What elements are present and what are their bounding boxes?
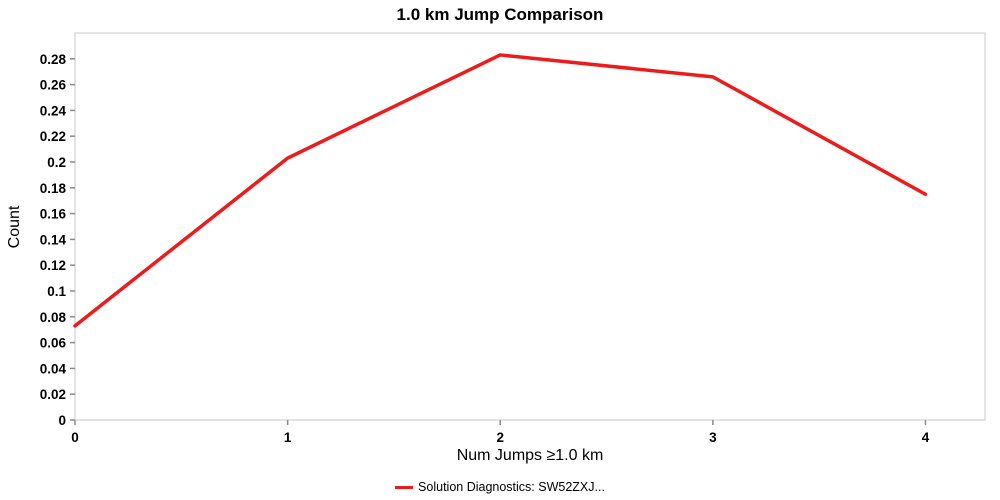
series-line xyxy=(73,53,928,328)
x-axis-label: Num Jumps ≥1.0 km xyxy=(456,447,604,464)
legend: Solution Diagnostics: SW52ZXJ... xyxy=(0,480,1000,494)
x-tick-label: 1 xyxy=(284,430,292,445)
y-tick-label: 0.06 xyxy=(40,336,67,351)
chart-title: 1.0 km Jump Comparison xyxy=(396,5,604,24)
plot-border xyxy=(74,32,986,421)
y-tick-label: 0.18 xyxy=(40,181,67,196)
y-tick-label: 0.04 xyxy=(40,361,67,376)
legend-line-swatch xyxy=(395,485,414,489)
y-tick-label: 0.2 xyxy=(47,155,66,170)
y-tick-label: 0 xyxy=(58,413,66,428)
y-tick-label: 0.1 xyxy=(47,284,66,299)
y-tick-label: 0.26 xyxy=(40,78,67,93)
x-tick-label: 4 xyxy=(922,430,930,445)
y-tick-label: 0.08 xyxy=(40,310,67,325)
x-tick-label: 2 xyxy=(496,430,504,445)
y-tick-label: 0.02 xyxy=(40,387,66,402)
legend-label: Solution Diagnostics: SW52ZXJ... xyxy=(418,480,605,494)
y-tick-label: 0.24 xyxy=(40,103,67,118)
x-tick-label: 3 xyxy=(709,430,717,445)
y-tick-label: 0.12 xyxy=(40,258,66,273)
y-tick-label: 0.16 xyxy=(40,207,67,222)
y-tick-label: 0.14 xyxy=(40,232,67,247)
y-tick-label: 0.28 xyxy=(40,52,67,67)
x-tick-label: 0 xyxy=(71,430,79,445)
y-tick-label: 0.22 xyxy=(40,129,66,144)
